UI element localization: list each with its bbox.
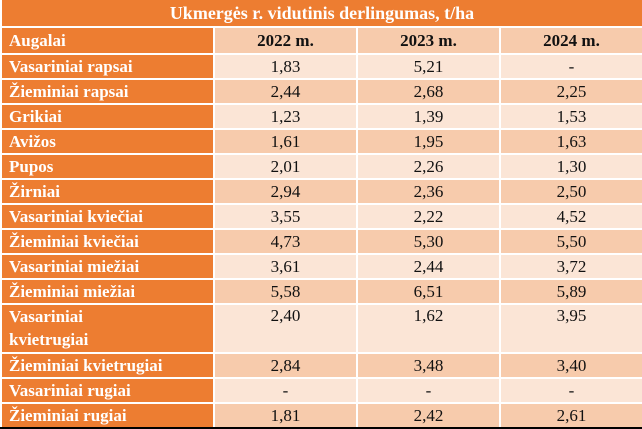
value-cell: 2,25 xyxy=(501,80,642,103)
crop-name-cell: Žieminiai miežiai xyxy=(2,280,213,303)
column-header-2022: 2022 m. xyxy=(215,28,356,53)
value-cell: 2,42 xyxy=(358,404,499,427)
crop-name-cell: Grikiai xyxy=(2,105,213,128)
crop-name-label: Žirniai xyxy=(9,181,61,201)
value-cell: 5,50 xyxy=(501,230,642,253)
value-cell: 3,55 xyxy=(215,205,356,228)
crop-name-cell: Vasariniai rapsai xyxy=(2,55,213,78)
crop-name-label: Žieminiai kvietrugiai xyxy=(9,355,163,375)
value-cell: - xyxy=(358,379,499,402)
crop-name-cell: Žieminiai kvietrugiai xyxy=(2,354,213,377)
value-cell: - xyxy=(501,379,642,402)
crop-name-label: Vasariniai kviečiai xyxy=(9,206,143,226)
value-cell: 2,40 xyxy=(215,305,356,352)
value-cell: 6,51 xyxy=(358,280,499,303)
crop-name-cell: Žieminiai rapsai xyxy=(2,80,213,103)
value-cell: 2,61 xyxy=(501,404,642,427)
value-cell: 3,48 xyxy=(358,354,499,377)
crop-name-label: Grikiai xyxy=(9,106,62,126)
value-cell: 2,44 xyxy=(358,255,499,278)
value-cell: 5,58 xyxy=(215,280,356,303)
value-cell: 1,61 xyxy=(215,130,356,153)
value-cell: 4,52 xyxy=(501,205,642,228)
value-cell: 1,95 xyxy=(358,130,499,153)
value-cell: 1,81 xyxy=(215,404,356,427)
value-cell: 2,01 xyxy=(215,155,356,178)
crop-name-label: Žieminiai miežiai xyxy=(9,281,136,301)
value-cell: 4,73 xyxy=(215,230,356,253)
crop-name-cell: Pupos xyxy=(2,155,213,178)
value-cell: 2,22 xyxy=(358,205,499,228)
value-cell: 5,21 xyxy=(358,55,499,78)
value-cell: 1,63 xyxy=(501,130,642,153)
value-cell: 2,50 xyxy=(501,180,642,203)
value-cell: 1,83 xyxy=(215,55,356,78)
value-cell: 3,95 xyxy=(501,305,642,352)
crop-name-label: Vasariniai rugiai xyxy=(9,380,131,400)
crop-name-cell: Vasariniai kviečiai xyxy=(2,205,213,228)
value-cell: 2,36 xyxy=(358,180,499,203)
crop-name-cell: Vasariniai kvietrugiai xyxy=(2,305,213,352)
crop-name-label: Vasariniai kvietrugiai xyxy=(9,307,89,349)
crop-name-cell: Vasariniai miežiai xyxy=(2,255,213,278)
value-cell: 1,62 xyxy=(358,305,499,352)
crop-name-label: Žieminiai kviečiai xyxy=(9,231,139,251)
value-cell: - xyxy=(215,379,356,402)
crop-name-label: Vasariniai rapsai xyxy=(9,56,133,76)
crop-name-cell: Žieminiai rugiai xyxy=(2,404,213,427)
value-cell: 2,68 xyxy=(358,80,499,103)
column-header-augalai: Augalai xyxy=(2,28,213,53)
column-header-2023: 2023 m. xyxy=(358,28,499,53)
value-cell: 2,26 xyxy=(358,155,499,178)
crop-name-cell: Žirniai xyxy=(2,180,213,203)
value-cell: 1,39 xyxy=(358,105,499,128)
table-title: Ukmergės r. vidutinis derlingumas, t/ha xyxy=(2,0,642,26)
value-cell: - xyxy=(501,55,642,78)
column-header-2024: 2024 m. xyxy=(501,28,642,53)
crop-name-cell: Žieminiai kviečiai xyxy=(2,230,213,253)
value-cell: 1,23 xyxy=(215,105,356,128)
value-cell: 5,89 xyxy=(501,280,642,303)
crop-name-label: Žieminiai rapsai xyxy=(9,81,129,101)
value-cell: 2,84 xyxy=(215,354,356,377)
value-cell: 1,53 xyxy=(501,105,642,128)
crop-name-label: Avižos xyxy=(9,131,56,151)
value-cell: 2,44 xyxy=(215,80,356,103)
value-cell: 3,72 xyxy=(501,255,642,278)
value-cell: 2,94 xyxy=(215,180,356,203)
value-cell: 5,30 xyxy=(358,230,499,253)
crop-name-label: Žieminiai rugiai xyxy=(9,405,127,425)
crop-name-label: Vasariniai miežiai xyxy=(9,256,140,276)
value-cell: 1,30 xyxy=(501,155,642,178)
crop-name-label: Pupos xyxy=(9,156,54,176)
value-cell: 3,40 xyxy=(501,354,642,377)
crop-name-cell: Vasariniai rugiai xyxy=(2,379,213,402)
value-cell: 3,61 xyxy=(215,255,356,278)
crop-name-cell: Avižos xyxy=(2,130,213,153)
